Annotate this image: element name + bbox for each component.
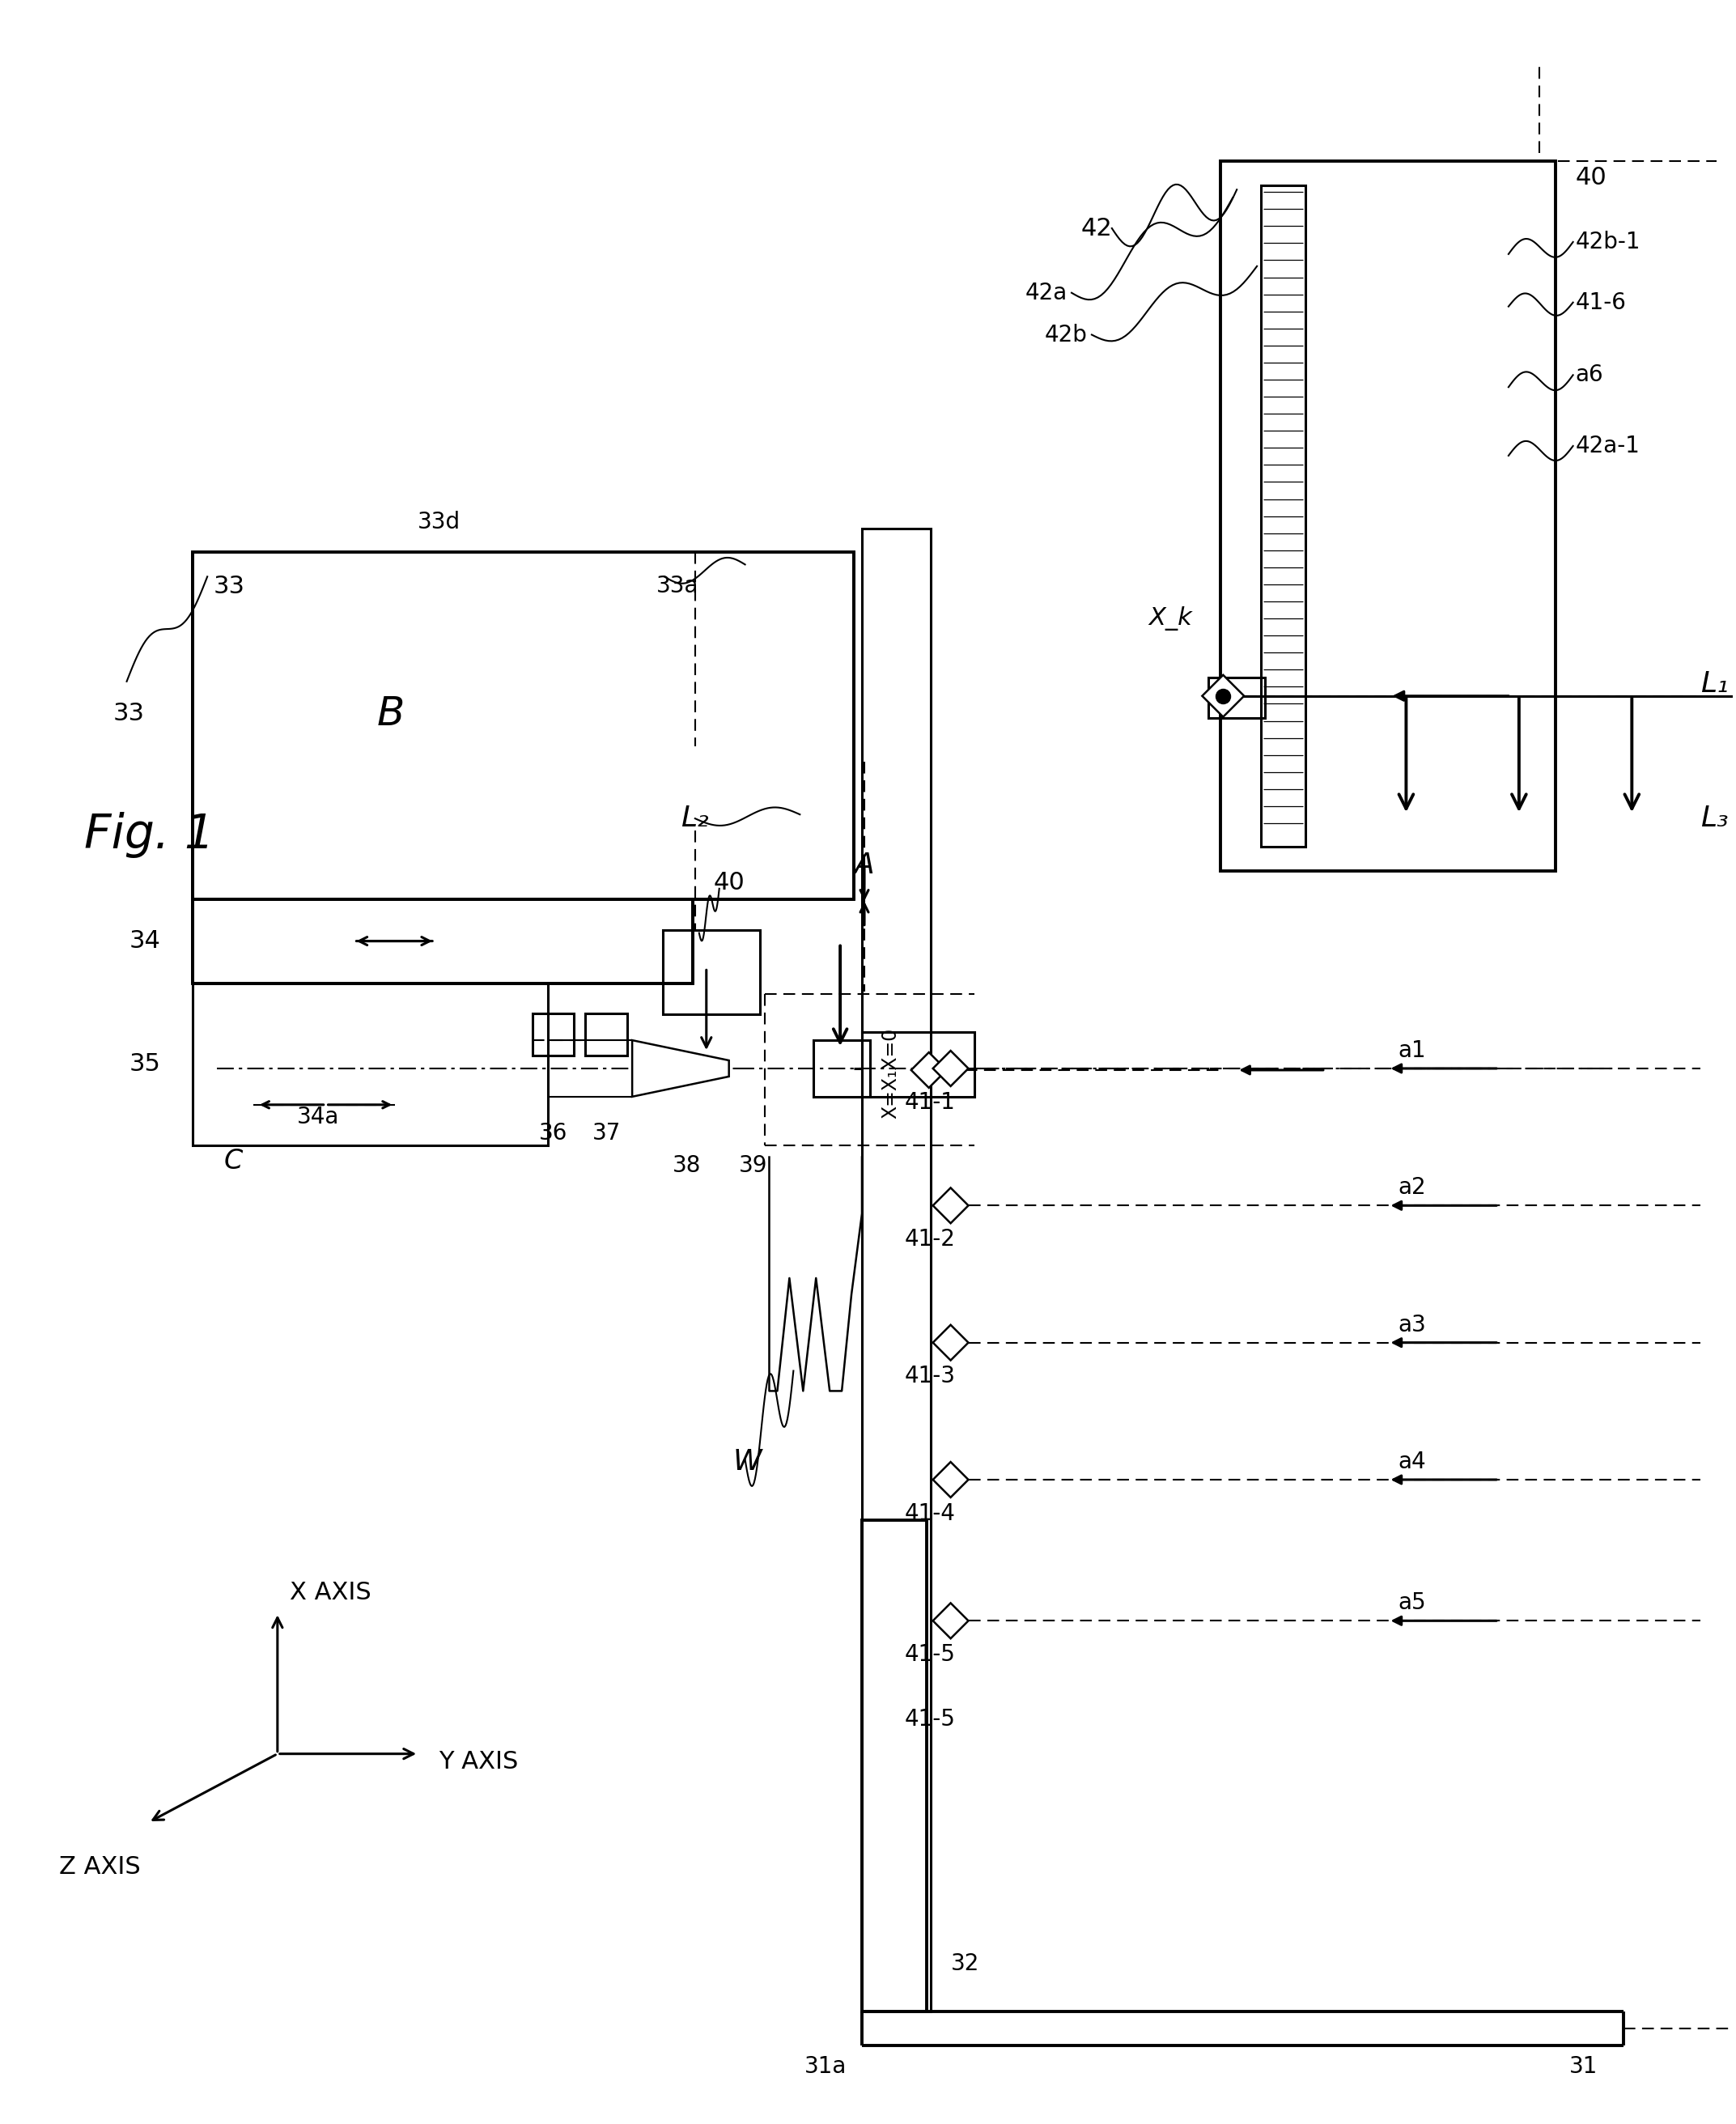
Polygon shape — [932, 1461, 969, 1497]
Text: a6: a6 — [1576, 363, 1604, 387]
Polygon shape — [932, 1325, 969, 1359]
Text: 41-6: 41-6 — [1576, 291, 1627, 314]
Polygon shape — [932, 1604, 969, 1638]
Text: 35: 35 — [128, 1054, 160, 1077]
Bar — [863, 529, 930, 2011]
Text: 32: 32 — [951, 1952, 979, 1975]
Text: 41-5: 41-5 — [904, 1708, 955, 1731]
Bar — [814, 1041, 870, 1096]
Text: L₂: L₂ — [681, 805, 708, 833]
Text: 42b: 42b — [1045, 323, 1088, 346]
Text: Y AXIS: Y AXIS — [439, 1750, 519, 1774]
Text: 41-3: 41-3 — [904, 1366, 957, 1387]
Text: 33: 33 — [113, 701, 144, 726]
Text: 41-5: 41-5 — [904, 1644, 955, 1665]
Bar — [533, 1013, 575, 1056]
Polygon shape — [1201, 675, 1245, 718]
Text: B: B — [377, 695, 404, 733]
Text: 38: 38 — [672, 1153, 701, 1177]
Bar — [1260, 185, 1305, 847]
Text: a2: a2 — [1397, 1177, 1425, 1200]
Text: a4: a4 — [1397, 1451, 1425, 1474]
Text: 40: 40 — [713, 871, 745, 894]
Text: 42b-1: 42b-1 — [1576, 232, 1641, 253]
Text: 41-2: 41-2 — [904, 1228, 955, 1251]
Text: 42a-1: 42a-1 — [1576, 435, 1641, 457]
Text: Fig. 1: Fig. 1 — [83, 811, 214, 858]
Text: Z AXIS: Z AXIS — [59, 1854, 141, 1878]
Text: X AXIS: X AXIS — [290, 1580, 372, 1604]
Text: 41-1: 41-1 — [904, 1092, 955, 1113]
Bar — [193, 983, 547, 1145]
Text: X_k: X_k — [1149, 605, 1193, 631]
Bar — [1208, 678, 1266, 718]
Text: 42: 42 — [1080, 217, 1111, 240]
Text: 33a: 33a — [656, 576, 700, 597]
Text: 42a: 42a — [1026, 282, 1068, 304]
Text: 40: 40 — [1576, 166, 1608, 189]
Bar — [585, 1013, 627, 1056]
Bar — [863, 1032, 976, 1096]
Bar — [863, 1521, 927, 2011]
Bar — [1220, 161, 1555, 871]
Text: W: W — [733, 1449, 762, 1476]
Bar — [193, 552, 854, 898]
Text: 41-4: 41-4 — [904, 1502, 955, 1525]
Text: 34a: 34a — [297, 1104, 339, 1128]
Text: a1: a1 — [1397, 1039, 1425, 1062]
Text: C: C — [224, 1147, 243, 1175]
Text: a3: a3 — [1397, 1313, 1427, 1336]
Text: L₁: L₁ — [1700, 669, 1729, 697]
Text: a5: a5 — [1397, 1591, 1425, 1614]
Text: 31: 31 — [1569, 2056, 1597, 2077]
Text: 34: 34 — [128, 930, 160, 954]
Text: 33d: 33d — [417, 510, 460, 533]
Polygon shape — [932, 1187, 969, 1223]
Text: A: A — [854, 852, 875, 879]
Text: X=X₁X=0: X=X₁X=0 — [880, 1028, 899, 1119]
Polygon shape — [911, 1051, 946, 1087]
Bar — [193, 898, 693, 983]
Text: 33: 33 — [214, 576, 245, 599]
Bar — [663, 930, 760, 1015]
Polygon shape — [932, 1051, 969, 1085]
Text: L₃: L₃ — [1700, 805, 1729, 833]
Text: 39: 39 — [740, 1153, 767, 1177]
Text: 37: 37 — [592, 1121, 621, 1145]
Text: 31a: 31a — [804, 2056, 847, 2077]
Text: 36: 36 — [538, 1121, 568, 1145]
Polygon shape — [632, 1041, 729, 1096]
